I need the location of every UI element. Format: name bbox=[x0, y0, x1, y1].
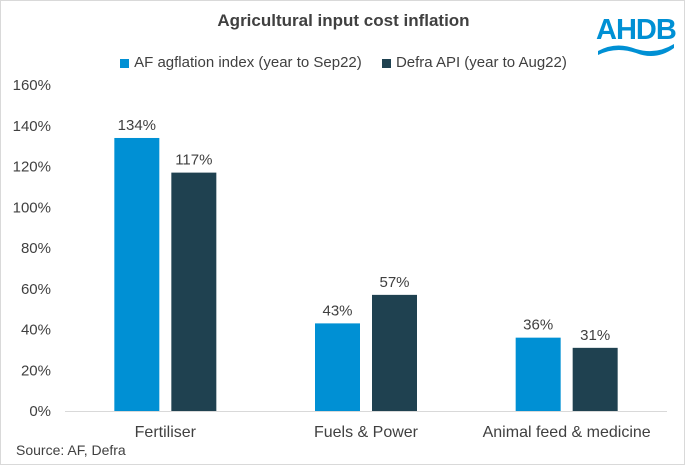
svg-text:AHDB: AHDB bbox=[596, 14, 676, 46]
source-note: Source: AF, Defra bbox=[16, 442, 126, 458]
data-label: 31% bbox=[580, 327, 610, 344]
bar-af bbox=[114, 137, 160, 411]
y-tick-label: 60% bbox=[21, 281, 51, 298]
x-tick-label: Fertiliser bbox=[135, 424, 197, 441]
y-tick-label: 40% bbox=[21, 322, 51, 339]
ahdb-logo: AHDB bbox=[596, 14, 676, 57]
bar-af bbox=[515, 337, 561, 411]
legend-item-af: AF agflation index (year to Sep22) bbox=[120, 54, 362, 71]
chart-title: Agricultural input cost inflation bbox=[217, 11, 470, 30]
y-tick-label: 140% bbox=[13, 118, 51, 135]
y-tick-label: 160% bbox=[13, 77, 51, 94]
y-tick-label: 80% bbox=[21, 240, 51, 257]
legend-label: Defra API (year to Aug22) bbox=[395, 54, 567, 71]
x-tick-label: Fuels & Power bbox=[314, 424, 419, 441]
data-label: 117% bbox=[175, 152, 212, 169]
bar-defra bbox=[171, 172, 217, 411]
y-tick-label: 0% bbox=[29, 403, 51, 420]
bar-defra bbox=[372, 294, 417, 411]
data-label: 43% bbox=[322, 302, 352, 319]
y-tick-label: 120% bbox=[13, 159, 51, 176]
data-label: 36% bbox=[523, 317, 553, 334]
x-tick-label: Animal feed & medicine bbox=[483, 424, 651, 441]
y-tick-label: 100% bbox=[13, 199, 51, 216]
legend: AF agflation index (year to Sep22) Defra… bbox=[1, 54, 684, 71]
legend-swatch bbox=[381, 58, 391, 68]
legend-swatch bbox=[120, 58, 130, 68]
legend-item-defra: Defra API (year to Aug22) bbox=[381, 54, 567, 71]
data-label: 57% bbox=[379, 274, 409, 291]
legend-label: AF agflation index (year to Sep22) bbox=[134, 54, 362, 71]
bar-defra bbox=[572, 347, 618, 411]
bar-af bbox=[315, 323, 360, 411]
data-label: 134% bbox=[118, 117, 156, 134]
y-tick-label: 20% bbox=[21, 362, 51, 379]
